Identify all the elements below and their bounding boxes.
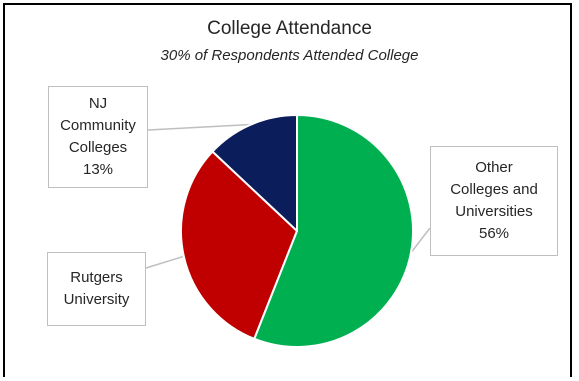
leader-line <box>410 227 431 254</box>
callout-rutgers-university: Rutgers University <box>47 252 146 326</box>
callout-line: NJ <box>88 95 108 112</box>
callout-line: Colleges <box>68 139 128 156</box>
pie-slice <box>252 113 414 348</box>
leader-line <box>147 123 251 131</box>
callout-line: Other <box>475 159 513 176</box>
chart-title: College Attendance <box>207 18 372 39</box>
callout-line: Community <box>60 117 136 134</box>
leader-line <box>145 255 185 269</box>
callout-value: 13% <box>82 161 114 178</box>
callout-line: Colleges and <box>450 181 538 198</box>
pie-slice <box>180 150 299 341</box>
callout-value: 56% <box>478 225 510 242</box>
pie-slice <box>211 113 298 234</box>
chart-subtitle: 30% of Respondents Attended College <box>160 47 419 64</box>
callout-line: Rutgers <box>70 269 123 286</box>
callout-other-colleges: Other Colleges and Universities 56% <box>430 146 558 256</box>
callout-line: University <box>63 291 130 308</box>
callout-line: Universities <box>455 203 533 220</box>
callout-nj-community-colleges: NJ Community Colleges 13% <box>48 86 148 188</box>
